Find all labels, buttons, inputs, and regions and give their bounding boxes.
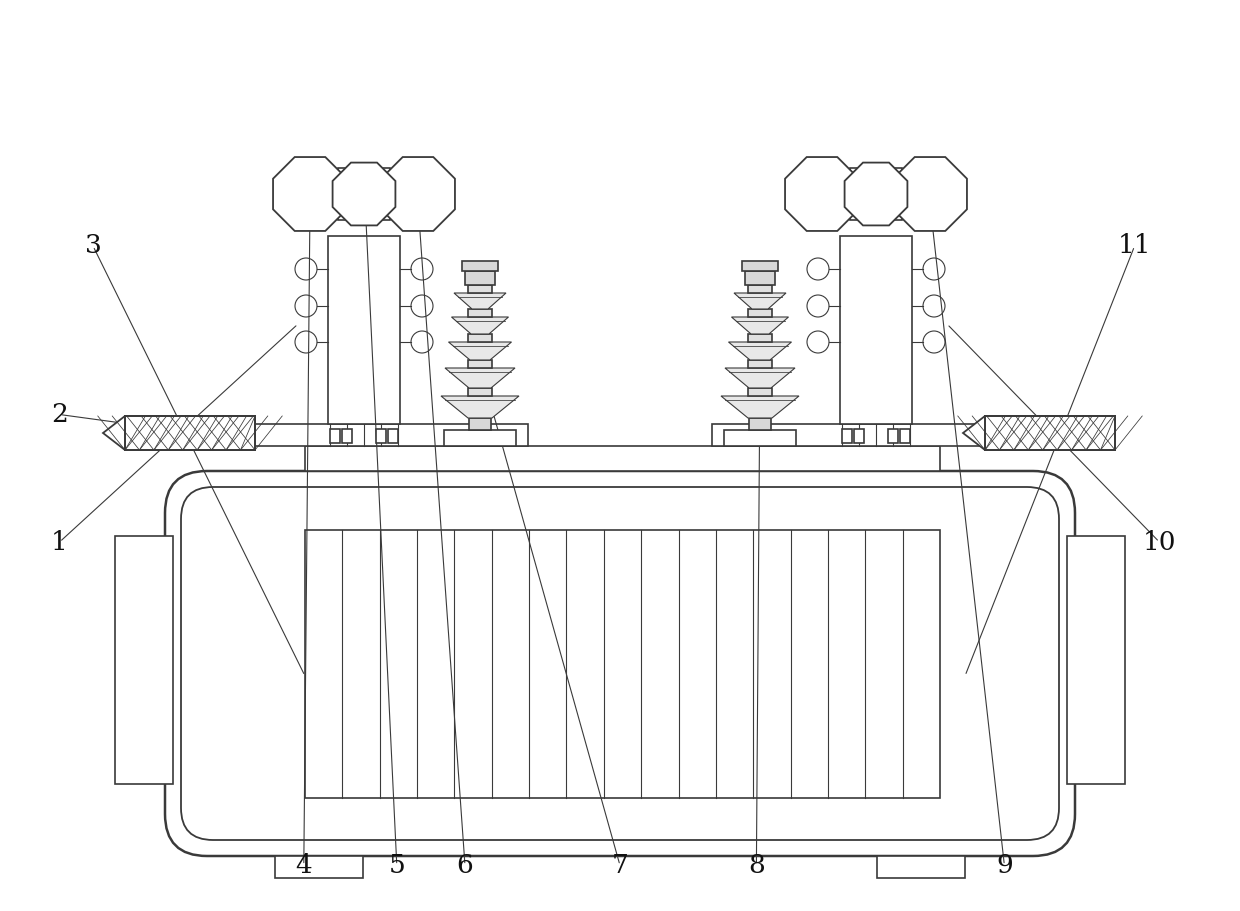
Polygon shape (844, 162, 908, 225)
Polygon shape (125, 416, 255, 450)
Bar (467, 309, 492, 317)
Polygon shape (273, 157, 347, 231)
Polygon shape (451, 317, 508, 334)
Polygon shape (381, 157, 455, 231)
Bar (463, 261, 498, 271)
Text: 8: 8 (748, 853, 765, 878)
Bar (339, 168, 391, 220)
Polygon shape (103, 416, 125, 450)
Bar (469, 418, 491, 430)
Polygon shape (454, 293, 506, 309)
Bar (305, 446, 940, 471)
FancyBboxPatch shape (165, 471, 1075, 856)
Bar (724, 430, 796, 446)
Bar (748, 309, 773, 317)
Bar (1066, 536, 1125, 784)
Bar (877, 856, 965, 878)
FancyBboxPatch shape (181, 487, 1059, 840)
Bar (839, 236, 911, 424)
Bar (745, 271, 775, 285)
Text: 9: 9 (996, 853, 1013, 878)
Polygon shape (725, 368, 795, 388)
Bar (849, 168, 901, 220)
Bar (854, 429, 864, 443)
Polygon shape (963, 416, 985, 450)
Bar (376, 429, 386, 443)
Bar (115, 536, 174, 784)
Bar (130, 424, 528, 446)
Bar (900, 429, 910, 443)
Bar (748, 285, 773, 293)
Bar (444, 430, 516, 446)
Bar (342, 429, 352, 443)
Text: 10: 10 (1142, 529, 1177, 555)
Polygon shape (449, 342, 511, 360)
Bar (467, 334, 492, 342)
Polygon shape (332, 162, 396, 225)
Bar (888, 429, 898, 443)
Polygon shape (445, 368, 515, 388)
Text: 1: 1 (51, 529, 68, 555)
Bar (749, 418, 771, 430)
Bar (748, 334, 773, 342)
Bar (712, 424, 1110, 446)
Bar (329, 236, 401, 424)
Text: 6: 6 (456, 853, 474, 878)
Bar (275, 856, 363, 878)
Polygon shape (729, 342, 791, 360)
Bar (330, 429, 340, 443)
Bar (467, 285, 492, 293)
Polygon shape (734, 293, 786, 309)
Bar (842, 429, 852, 443)
Text: 11: 11 (1117, 233, 1152, 259)
Polygon shape (785, 157, 859, 231)
Polygon shape (720, 396, 799, 418)
Polygon shape (441, 396, 520, 418)
Text: 5: 5 (388, 853, 405, 878)
Text: 3: 3 (84, 233, 102, 259)
Text: 7: 7 (611, 853, 629, 878)
Text: 4: 4 (295, 853, 312, 878)
Polygon shape (732, 317, 789, 334)
Polygon shape (985, 416, 1115, 450)
Bar (388, 429, 398, 443)
Bar (465, 271, 495, 285)
Bar (748, 360, 773, 368)
Bar (748, 388, 773, 396)
Text: 2: 2 (51, 402, 68, 427)
Bar (467, 388, 492, 396)
Bar (467, 360, 492, 368)
Bar (305, 530, 940, 798)
Polygon shape (893, 157, 967, 231)
Bar (742, 261, 777, 271)
